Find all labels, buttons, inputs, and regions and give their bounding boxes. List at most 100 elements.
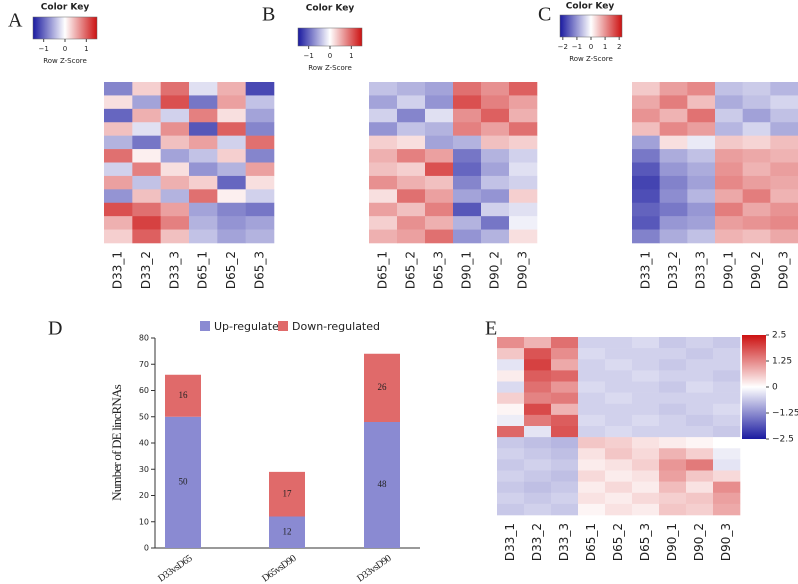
heatmap-cell: [481, 149, 510, 163]
color-key: [559, 14, 623, 38]
heatmap-cell: [509, 135, 538, 150]
heatmap-cell: [217, 175, 246, 190]
heatmap-cell: [245, 216, 275, 230]
heatmap-cell: [770, 229, 798, 244]
y-tick-label: 40: [139, 439, 149, 448]
heatmap-cell: [497, 381, 525, 393]
heatmap-cell: [713, 337, 741, 349]
column-label: D65_1: [196, 251, 210, 289]
key-tick-label: −1: [304, 52, 314, 60]
key-tick-label: −2.5: [772, 435, 794, 445]
column-label: D90_3: [777, 251, 791, 289]
heatmap-cell: [687, 216, 716, 230]
heatmap-cell: [715, 175, 743, 190]
heatmap-cell: [369, 82, 398, 96]
heatmap-cell: [245, 175, 275, 190]
heatmap-cell: [632, 392, 660, 405]
heatmap-cell: [742, 229, 771, 244]
column-label: D65_3: [638, 523, 652, 561]
heatmap-cell: [770, 149, 798, 163]
heatmap-cell: [369, 175, 398, 190]
heatmap-cell: [132, 108, 161, 123]
heatmap-cell: [659, 95, 688, 110]
y-tick-label: 30: [139, 465, 149, 474]
heatmap-cell: [524, 426, 552, 438]
heatmap-cell: [369, 189, 398, 204]
heatmap-cell: [578, 426, 606, 438]
heatmap-cell: [742, 122, 771, 136]
heatmap-cell: [632, 135, 660, 150]
heatmap-cell: [578, 348, 606, 360]
bar-segment: [364, 353, 400, 422]
column-label: D65_3: [252, 251, 266, 289]
heatmap-cell: [713, 459, 741, 471]
heatmap-cell: [217, 189, 246, 204]
heatmap-cell: [770, 95, 798, 110]
heatmap-cell: [686, 370, 714, 382]
heatmap-cell: [132, 149, 161, 163]
heatmap-cell: [104, 135, 133, 150]
heatmap-cell: [713, 492, 741, 505]
heatmap-cell: [189, 108, 218, 123]
key-tick-label: 1: [84, 45, 88, 53]
heatmap-cell: [189, 162, 218, 177]
heatmap-cell: [524, 503, 552, 516]
heatmap-cell: [686, 448, 714, 460]
heatmap-cell: [713, 437, 741, 449]
bar-segment: [165, 416, 201, 548]
heatmap-cell: [160, 189, 190, 204]
heatmap-cell: [453, 189, 482, 204]
heatmap-cell: [659, 470, 687, 482]
heatmap-cell: [425, 95, 454, 110]
heatmap-cell: [770, 108, 798, 123]
heatmap-cell: [551, 370, 579, 382]
heatmap-cell: [132, 82, 161, 96]
heatmap-cell: [659, 459, 687, 471]
heatmap-cell: [605, 503, 633, 516]
heatmap-cell: [605, 359, 633, 371]
heatmap-cell: [189, 149, 218, 163]
heatmap-cell: [659, 370, 687, 382]
heatmap-cell: [659, 426, 687, 438]
heatmap-cell: [497, 503, 525, 516]
heatmap-cell: [632, 403, 660, 416]
heatmap-cell: [659, 135, 688, 150]
heatmap-cell: [551, 503, 579, 516]
heatmap-cell: [632, 149, 660, 163]
heatmap-cell: [632, 216, 660, 230]
heatmap-cell: [686, 403, 714, 416]
heatmap-cell: [369, 122, 398, 136]
legend-swatch: [200, 321, 210, 331]
heatmap-cell: [524, 381, 552, 393]
heatmap-cell: [189, 202, 218, 217]
heatmap-cell: [509, 229, 538, 244]
heatmap-cell: [132, 175, 161, 190]
bar-value-label: 50: [179, 476, 189, 486]
x-tick-label: D33vsD65: [156, 553, 194, 584]
legend-label: Up-regulated: [214, 320, 286, 333]
key-tick-label: −1: [572, 43, 582, 51]
heatmap-cell: [104, 189, 133, 204]
key-title: Color Key: [566, 2, 615, 12]
heatmap-cell: [497, 337, 525, 349]
heatmap-cell: [245, 202, 275, 217]
heatmap-cell: [425, 216, 454, 230]
heatmap-cell: [524, 437, 552, 449]
bar-value-label: 17: [283, 488, 293, 498]
heatmap-cell: [770, 216, 798, 230]
heatmap-cell: [659, 162, 688, 177]
heatmap-cell: [715, 135, 743, 150]
heatmap-cell: [551, 337, 579, 349]
heatmap-cell: [632, 82, 660, 96]
heatmap-cell: [497, 492, 525, 505]
heatmap-cell: [605, 437, 633, 449]
column-label: D90_2: [692, 523, 706, 561]
heatmap-cell: [245, 162, 275, 177]
heatmap-cell: [497, 414, 525, 427]
heatmap-cell: [551, 414, 579, 427]
heatmap-cell: [524, 359, 552, 371]
heatmap-cell: [551, 426, 579, 438]
heatmap-cell: [551, 481, 579, 494]
heatmap-cell: [509, 202, 538, 217]
